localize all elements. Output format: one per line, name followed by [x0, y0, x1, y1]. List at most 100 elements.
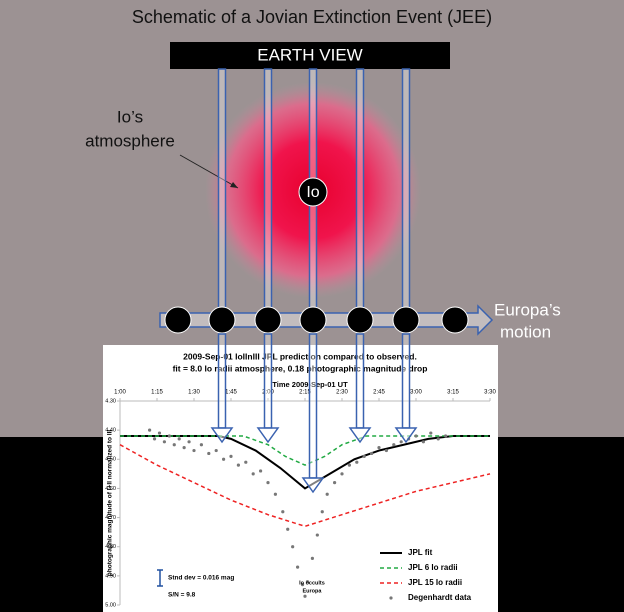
- y-tick-label: 4.90: [105, 573, 116, 579]
- europa: [299, 306, 327, 334]
- data-point: [273, 492, 277, 496]
- europa: [346, 306, 374, 334]
- data-point: [305, 580, 310, 584]
- annotation: S/N = 9.8: [168, 592, 196, 599]
- data-point: [333, 481, 337, 485]
- europa: [254, 306, 282, 334]
- europa: [208, 306, 236, 334]
- data-point: [266, 481, 270, 485]
- data-point: [172, 443, 176, 447]
- beam: [308, 333, 318, 479]
- data-point: [157, 431, 162, 435]
- title: Schematic of a Jovian Extinction Event (…: [132, 7, 492, 27]
- y-tick-label: 4.50: [105, 457, 116, 463]
- annotation: Io occults: [299, 580, 325, 586]
- beam: [401, 68, 411, 310]
- data-point: [286, 527, 290, 531]
- beam: [355, 333, 365, 429]
- data-point: [296, 565, 300, 569]
- data-point: [429, 431, 433, 435]
- data-point: [236, 463, 240, 467]
- annotation: Europa: [303, 588, 323, 594]
- chart: 2009-Sep-01 IoIInIII JPL prediction comp…: [105, 351, 496, 608]
- x-tick-label: 3:30: [484, 390, 496, 396]
- data-point: [162, 440, 166, 444]
- atmosphere-label: atmosphere: [85, 131, 175, 150]
- y-tick-label: 5.00: [105, 602, 116, 608]
- io: [298, 177, 328, 207]
- data-point: [340, 472, 344, 476]
- beam: [263, 333, 273, 429]
- chart-title: 2009-Sep-01 IoIInIII JPL prediction comp…: [183, 351, 417, 361]
- beam-head: [394, 427, 418, 444]
- data-point: [325, 492, 329, 496]
- data-point: [182, 446, 186, 450]
- beam: [355, 68, 365, 310]
- x-tick-label: 3:15: [447, 390, 459, 396]
- y-tick-label: 4.80: [105, 544, 116, 550]
- legend-label: JPL 6 Io radii: [408, 563, 458, 572]
- data-point: [436, 437, 440, 441]
- data-point: [392, 443, 396, 447]
- y-axis-label: photographic magnitude of I+II normalize…: [107, 430, 114, 577]
- data-point: [222, 457, 226, 461]
- legend-label: Degenhardt data: [408, 593, 472, 602]
- data-point: [251, 472, 255, 476]
- data-point: [187, 440, 191, 444]
- motion-label: motion: [500, 322, 551, 341]
- earth-view-label: EARTH VIEW: [257, 45, 362, 64]
- x-tick-label: 1:45: [225, 390, 237, 396]
- europa: [164, 306, 192, 334]
- data-point: [259, 469, 263, 473]
- data-point: [167, 434, 171, 438]
- y-tick-label: 4.40: [105, 428, 116, 434]
- data-point: [300, 583, 305, 587]
- y-tick-label: 4.30: [105, 398, 116, 404]
- data-point: [244, 460, 248, 464]
- data-point: [207, 451, 211, 456]
- data-point: [315, 533, 319, 537]
- data-point: [148, 428, 152, 432]
- pointer-head: [230, 182, 238, 188]
- data-point: [414, 434, 418, 438]
- x-tick-label: 2:15: [299, 390, 311, 396]
- data-point: [214, 448, 218, 453]
- pointer: [179, 154, 239, 189]
- beam-head: [348, 427, 372, 444]
- series-line: [120, 435, 490, 466]
- data-point: [303, 594, 307, 598]
- series-line: [119, 444, 491, 528]
- x-tick-label: 2:00: [262, 390, 274, 396]
- beam-head: [301, 477, 325, 494]
- data-point: [377, 446, 381, 450]
- legend-label: JPL fit: [408, 548, 433, 557]
- data-point: [229, 454, 233, 458]
- data-point: [384, 448, 388, 453]
- data-point: [421, 440, 425, 444]
- data-point: [199, 443, 203, 447]
- data-point: [152, 437, 157, 441]
- beam: [401, 333, 411, 429]
- chart-title: fit = 8.0 Io radii atmosphere, 0.18 phot…: [173, 363, 428, 373]
- io-label: Io: [306, 184, 319, 201]
- data-point: [347, 463, 351, 467]
- data-point: [192, 448, 196, 453]
- europa: [392, 306, 420, 334]
- data-point: [320, 510, 324, 514]
- data-point: [291, 545, 295, 549]
- x-tick-label: 1:00: [114, 390, 126, 396]
- data-point: [281, 510, 285, 514]
- legend-label: JPL 15 Io radii: [408, 578, 462, 587]
- x-tick-label: 3:00: [410, 390, 422, 396]
- beam: [263, 68, 273, 310]
- data-point: [310, 556, 314, 560]
- legend-swatch: [389, 596, 393, 600]
- data-point: [370, 451, 374, 456]
- y-tick-label: 4.60: [105, 486, 116, 492]
- x-tick-label: 1:30: [188, 390, 200, 396]
- beam: [217, 333, 227, 429]
- y-tick-label: 4.70: [105, 515, 116, 521]
- chart-panel: [103, 345, 498, 612]
- x-tick-label: 2:30: [336, 390, 348, 396]
